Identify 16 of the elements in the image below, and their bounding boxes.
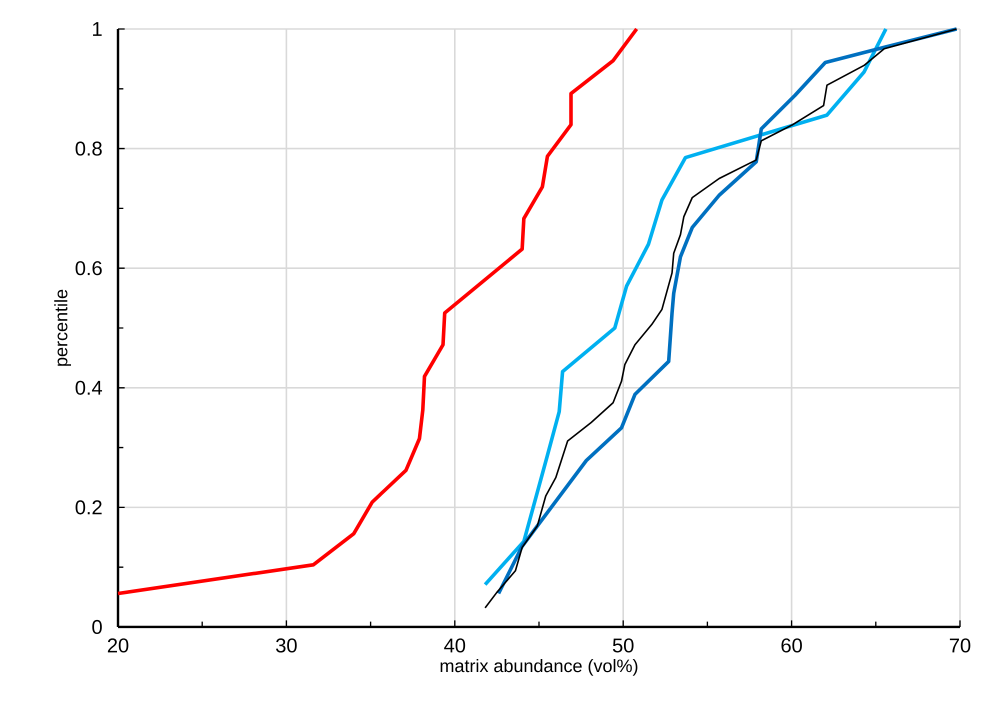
line-series [116,27,638,596]
x-tick-label: 70 [950,638,970,653]
y-tick-label: 0.6 [76,261,102,276]
x-tick-label: 30 [276,638,297,653]
y-tick-label: 1 [93,22,102,36]
x-tick-label: 20 [108,638,128,653]
line-series [483,27,888,586]
x-axis-title: matrix abundance (vol%) [440,659,638,676]
y-tick-label: 0 [92,620,102,634]
y-tick-label: 0.8 [76,142,102,156]
x-tick-label: 40 [444,638,466,653]
x-tick-label: 50 [612,638,634,653]
x-tick-label: 60 [782,638,802,653]
y-tick-label: 0.2 [76,500,102,514]
y-axis-title: percentile [54,290,72,366]
y-tick-label: 0.4 [76,380,102,395]
